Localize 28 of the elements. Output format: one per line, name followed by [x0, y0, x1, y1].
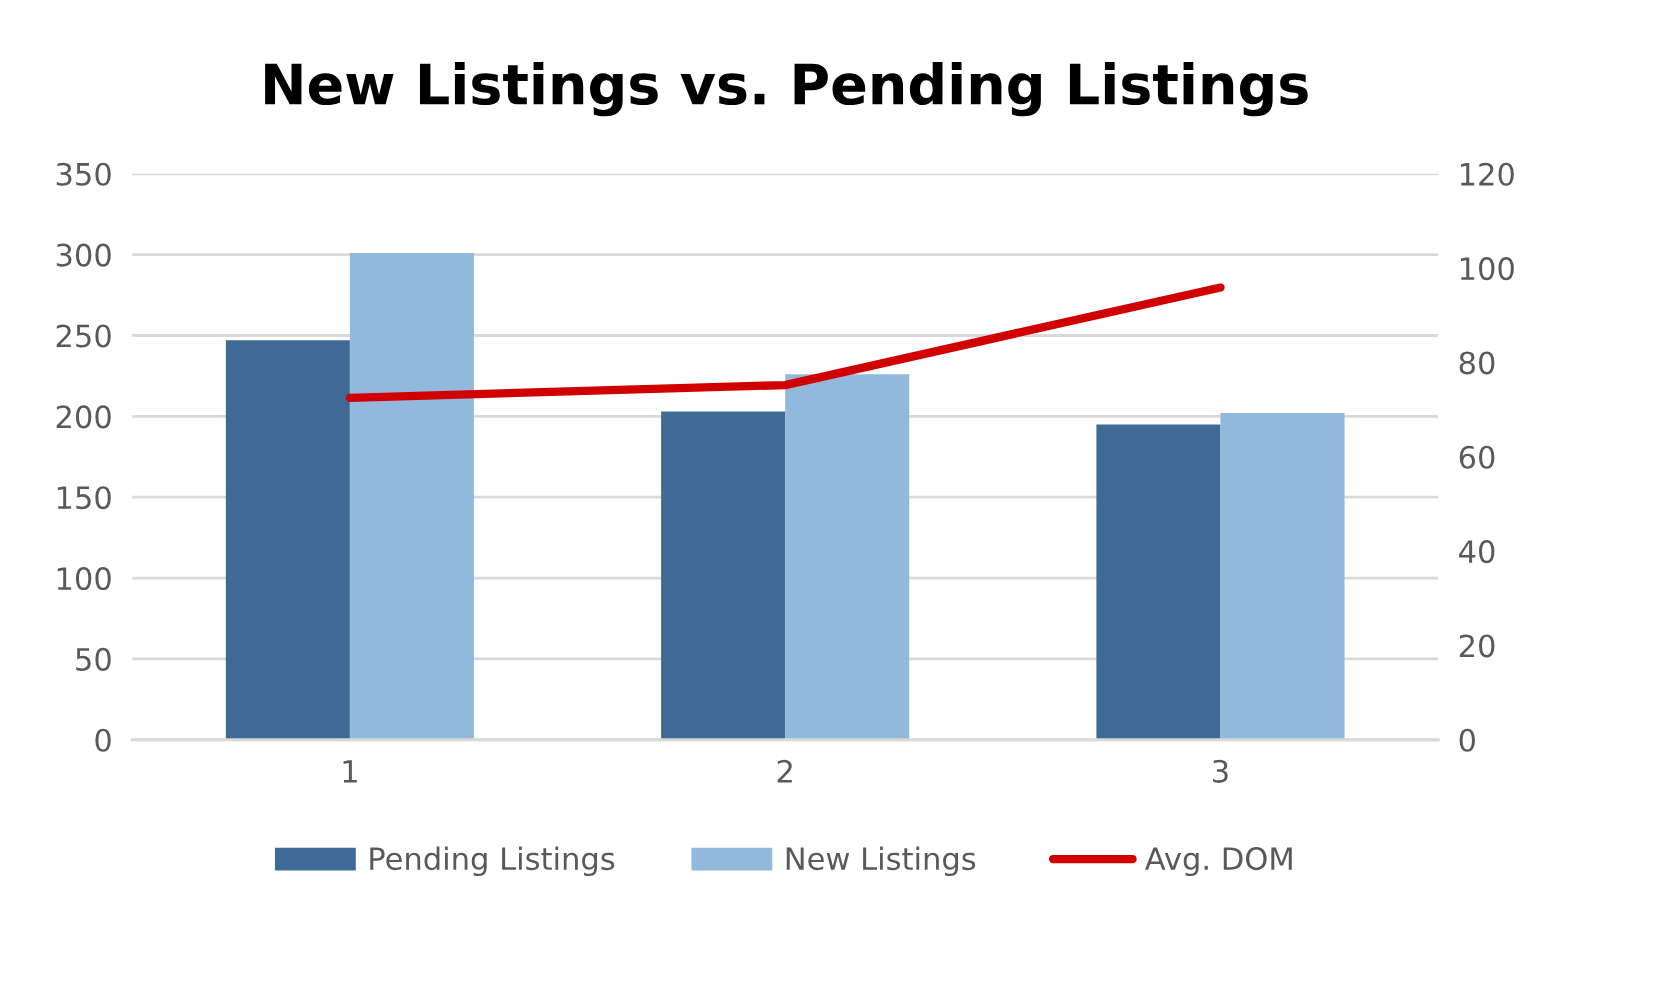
x-tick-label: 3 [1213, 759, 1228, 783]
bar [661, 411, 786, 740]
y-tick-label: 150 [57, 486, 111, 510]
bar [1096, 424, 1221, 740]
bar [349, 253, 474, 740]
y-tick-label: 200 [56, 405, 111, 429]
y-tick-label: 250 [56, 324, 111, 348]
y2-tick-label: 100 [1460, 257, 1514, 281]
y2-tick-label: 60 [1459, 445, 1495, 469]
y2-tick-label: 40 [1459, 540, 1495, 564]
bar [785, 374, 910, 740]
legend-label: Pending Listings [370, 846, 615, 877]
legend-label: New Listings [786, 846, 976, 877]
y-tick-label: 0 [95, 728, 111, 752]
y-tick-label: 350 [56, 162, 111, 186]
y2-tick-label: 80 [1459, 351, 1495, 375]
bar [1220, 413, 1345, 740]
x-tick-label: 1 [343, 760, 357, 783]
x-tick-label: 2 [777, 759, 792, 783]
y2-tick-label: 120 [1460, 162, 1514, 186]
chart-title: New Listings vs. Pending Listings [265, 62, 1308, 117]
bar [225, 340, 350, 740]
y-tick-label: 100 [57, 567, 111, 591]
y2-tick-label: 20 [1459, 634, 1495, 658]
y2-tick-label: 0 [1459, 728, 1475, 752]
y-tick-label: 300 [56, 243, 111, 267]
legend-label: Avg. DOM [1145, 847, 1292, 877]
y-tick-label: 50 [76, 647, 111, 671]
